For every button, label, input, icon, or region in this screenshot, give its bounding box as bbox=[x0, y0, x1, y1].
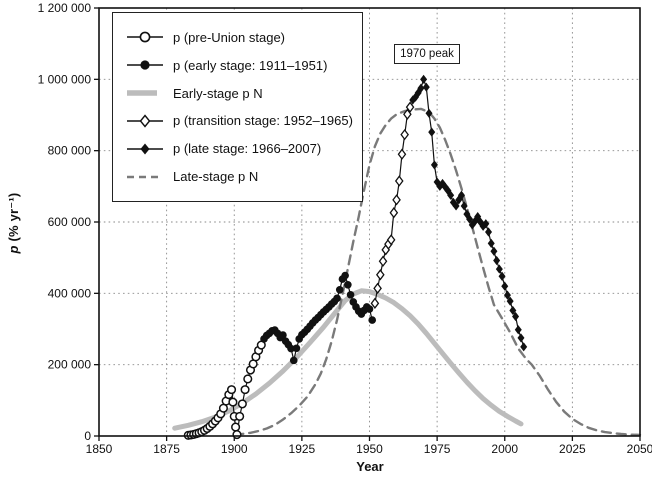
legend-item-early-stage: p (early stage: 1911–1951) bbox=[126, 58, 358, 73]
x-tick-label: 1975 bbox=[424, 442, 451, 456]
y-tick-label: 600 000 bbox=[48, 215, 92, 229]
peak-annotation-label: 1970 peak bbox=[394, 44, 460, 64]
dashed-line-icon bbox=[127, 175, 160, 178]
x-tick-label: 1925 bbox=[289, 442, 316, 456]
series-5 bbox=[233, 107, 642, 437]
series-3 bbox=[370, 101, 415, 309]
x-tick-label: 1900 bbox=[221, 442, 248, 456]
legend: p (pre-Union stage) p (early stage: 1911… bbox=[112, 12, 363, 202]
filled-diamond-marker-icon bbox=[127, 143, 163, 155]
legend-item-early-stage-pn: Early-stage p N bbox=[126, 86, 358, 101]
series-1 bbox=[260, 271, 377, 365]
y-tick-label: 200 000 bbox=[48, 358, 92, 372]
y-tick-label: 400 000 bbox=[48, 286, 92, 300]
legend-label: p (transition stage: 1952–1965) bbox=[173, 113, 353, 129]
legend-label: p (late stage: 1966–2007) bbox=[173, 141, 322, 157]
x-tick-label: 2000 bbox=[491, 442, 518, 456]
legend-label: Late-stage p N bbox=[173, 169, 259, 185]
x-tick-label: 1875 bbox=[153, 442, 180, 456]
x-tick-label: 2025 bbox=[559, 442, 586, 456]
legend-item-transition-stage: p (transition stage: 1952–1965) bbox=[126, 113, 358, 128]
series-4 bbox=[409, 74, 528, 352]
legend-label: Early-stage p N bbox=[173, 85, 263, 101]
series-2 bbox=[172, 288, 524, 431]
x-tick-label: 1850 bbox=[86, 442, 113, 456]
legend-item-late-stage-pn: Late-stage p N bbox=[126, 169, 358, 184]
x-axis-label: Year bbox=[356, 459, 384, 474]
legend-item-late-stage: p (late stage: 1966–2007) bbox=[126, 141, 358, 156]
x-tick-label: 1950 bbox=[356, 442, 383, 456]
open-circle-marker-icon bbox=[127, 31, 163, 43]
y-tick-label: 1 000 000 bbox=[38, 72, 92, 86]
x-tick-label: 2050 bbox=[627, 442, 652, 456]
axes: 1850 1875 1900 1925 1950 1975 2000 2025 2050 0 200… bbox=[38, 1, 652, 456]
legend-item-pre-union: p (pre-Union stage) bbox=[126, 30, 358, 45]
y-tick-label: 800 000 bbox=[48, 144, 92, 158]
legend-label: p (early stage: 1911–1951) bbox=[173, 57, 328, 73]
legend-label: p (pre-Union stage) bbox=[173, 29, 285, 45]
open-diamond-marker-icon bbox=[127, 114, 163, 128]
y-tick-label: 0 bbox=[84, 429, 91, 443]
filled-circle-marker-icon bbox=[127, 60, 163, 70]
gridlines bbox=[99, 8, 640, 436]
y-tick-label: 1 200 000 bbox=[38, 1, 92, 15]
thick-gray-line-icon bbox=[127, 90, 157, 96]
y-axis-label: p (% yr⁻¹) bbox=[6, 192, 21, 254]
